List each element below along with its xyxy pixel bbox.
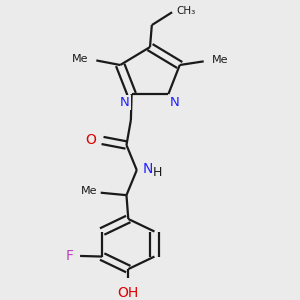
Text: CH₃: CH₃: [176, 6, 196, 16]
Text: F: F: [65, 249, 74, 263]
Text: Me: Me: [212, 56, 228, 65]
Text: Me: Me: [80, 186, 97, 196]
Text: N: N: [170, 96, 180, 109]
Text: O: O: [85, 133, 96, 147]
Text: N: N: [120, 96, 130, 109]
Text: N: N: [143, 163, 153, 176]
Text: H: H: [153, 166, 162, 179]
Text: Me: Me: [72, 54, 88, 64]
Text: OH: OH: [118, 286, 139, 300]
